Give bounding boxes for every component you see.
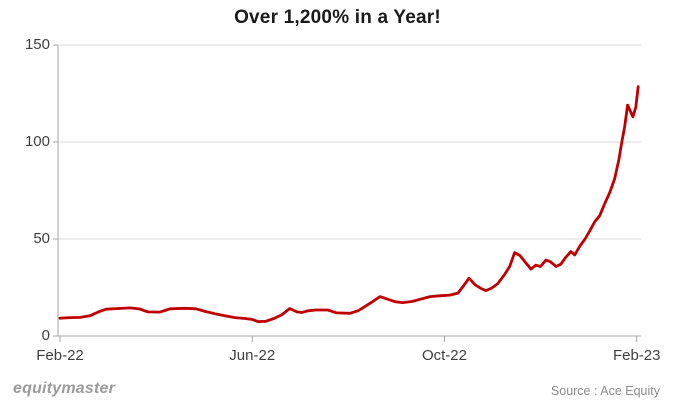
source-attribution: Source : Ace Equity <box>550 384 660 398</box>
y-axis-label: 100 <box>24 133 50 150</box>
y-axis-label: 50 <box>33 230 50 247</box>
x-axis-label: Feb-23 <box>612 347 661 364</box>
x-axis-label: Jun-22 <box>229 347 276 364</box>
x-axis-label: Feb-22 <box>36 347 84 364</box>
x-axis-label: Oct-22 <box>421 347 467 364</box>
price-line <box>58 85 640 324</box>
equitymaster-logo: equitymaster <box>13 380 115 397</box>
y-axis-label: 150 <box>24 36 50 53</box>
y-axis-label: 0 <box>41 327 50 344</box>
chart-title: Over 1,200% in a Year! <box>234 7 441 28</box>
